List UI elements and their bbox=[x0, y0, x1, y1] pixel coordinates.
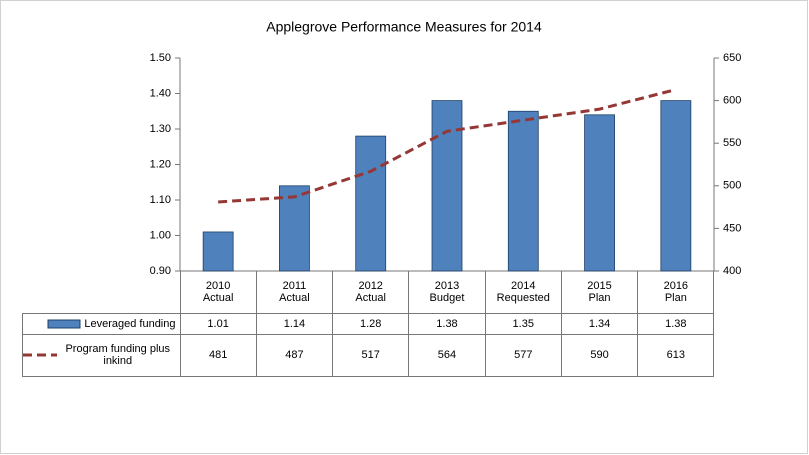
legend-cell: Program funding plus inkind bbox=[22, 333, 181, 377]
x-tick-label: Actual bbox=[202, 291, 234, 304]
value-cell: 517 bbox=[332, 333, 410, 377]
x-tick-label: 2016 bbox=[663, 279, 689, 292]
category-cell: 2013 Budget bbox=[408, 271, 486, 314]
value-cell: 1.35 bbox=[484, 312, 562, 335]
legend-item: Program funding plus inkind bbox=[23, 343, 176, 367]
y2-tick-label: 650 bbox=[723, 52, 741, 64]
legend-swatch bbox=[23, 353, 57, 357]
value-cell: 1.38 bbox=[637, 312, 715, 335]
x-tick-label: 2013 bbox=[434, 279, 460, 292]
legend-label: Leveraged funding bbox=[84, 317, 176, 330]
value-cell: 1.01 bbox=[179, 312, 257, 335]
category-cell: 2010 Actual bbox=[179, 271, 257, 314]
x-tick-label: 2014 bbox=[511, 279, 536, 292]
legend-item: Leveraged funding bbox=[23, 318, 176, 330]
y2-tick-label: 600 bbox=[723, 95, 741, 107]
bar bbox=[279, 185, 310, 272]
data-table: 2010 Actual 2011 Actual 2012 Actual 2013 Budget… bbox=[22, 271, 715, 377]
category-cell: 2014 Requested bbox=[484, 271, 562, 314]
legend-cell: Leveraged funding bbox=[22, 312, 181, 335]
bar bbox=[431, 100, 463, 272]
bar bbox=[507, 110, 539, 272]
y-tick-label: 1.10 bbox=[150, 194, 171, 206]
y-tick-label: 1.00 bbox=[150, 229, 171, 241]
y-tick-label: 1.50 bbox=[150, 52, 171, 64]
value-cell: 613 bbox=[637, 333, 715, 377]
x-tick-label: 2011 bbox=[282, 279, 307, 292]
legend-swatch-bar bbox=[47, 319, 81, 328]
bar bbox=[355, 135, 387, 272]
table-series-row: Program funding plus inkind 481 487 517 564 5… bbox=[22, 333, 715, 377]
x-tick-label: 2012 bbox=[358, 279, 383, 292]
table-series-row: Leveraged funding 1.01 1.14 1.28 1.38 1.35 1.3… bbox=[22, 312, 715, 335]
y-tick-label: 1.40 bbox=[150, 87, 171, 99]
value-cell: 577 bbox=[484, 333, 562, 377]
x-tick-label: Requested bbox=[496, 291, 550, 304]
value-cell: 564 bbox=[408, 333, 486, 377]
x-tick-label: Budget bbox=[429, 291, 465, 304]
legend-swatch bbox=[47, 319, 81, 328]
table-header-row: 2010 Actual 2011 Actual 2012 Actual 2013 Budget… bbox=[22, 271, 715, 314]
value-cell: 487 bbox=[255, 333, 334, 377]
line-series bbox=[218, 88, 677, 204]
x-tick-label: Plan bbox=[588, 291, 611, 304]
table-corner bbox=[22, 271, 181, 313]
y-tick-label: 1.20 bbox=[150, 158, 171, 170]
bar bbox=[584, 114, 615, 272]
value-cell: 481 bbox=[179, 333, 257, 377]
category-cell: 2012 Actual bbox=[332, 271, 410, 314]
category-cell: 2011 Actual bbox=[255, 271, 334, 314]
y2-tick-label: 500 bbox=[723, 180, 741, 192]
x-tick-label: 2015 bbox=[587, 279, 612, 292]
chart-title: Applegrove Performance Measures for 2014 bbox=[266, 19, 542, 35]
y2-tick-label: 400 bbox=[723, 265, 741, 277]
y2-tick-label: 550 bbox=[723, 137, 741, 149]
legend-label: Program funding plus inkind bbox=[65, 343, 171, 367]
bar bbox=[202, 231, 234, 272]
value-cell: 1.28 bbox=[332, 312, 410, 335]
value-cell: 1.38 bbox=[408, 312, 486, 335]
value-cell: 1.14 bbox=[255, 312, 334, 335]
value-cell: 1.34 bbox=[560, 312, 639, 335]
x-tick-label: Plan bbox=[664, 291, 687, 304]
y2-tick-label: 450 bbox=[723, 222, 741, 234]
y-tick-label: 1.30 bbox=[150, 123, 171, 135]
bar bbox=[660, 100, 692, 272]
value-cell: 590 bbox=[560, 333, 639, 377]
x-tick-label: 2010 bbox=[205, 279, 231, 292]
category-cell: 2015 Plan bbox=[560, 271, 639, 314]
category-cell: 2016 Plan bbox=[637, 271, 715, 314]
x-tick-label: Actual bbox=[279, 291, 310, 304]
x-tick-label: Actual bbox=[355, 291, 386, 304]
